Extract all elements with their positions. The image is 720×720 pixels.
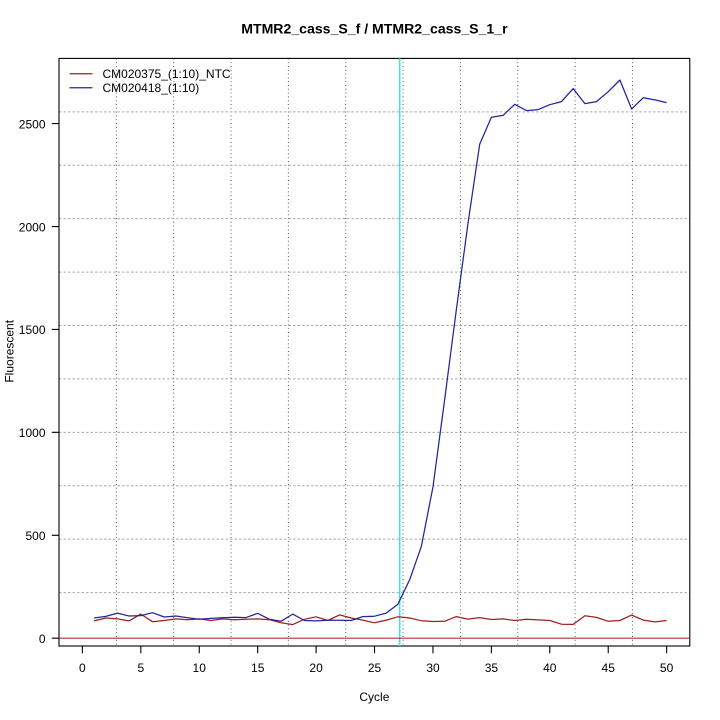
svg-text:MTMR2_cass_S_f / MTMR2_cass_S_: MTMR2_cass_S_f / MTMR2_cass_S_1_r [241,21,508,37]
svg-text:50: 50 [660,661,674,675]
svg-text:25: 25 [368,661,382,675]
svg-text:35: 35 [485,661,499,675]
svg-text:500: 500 [25,529,45,543]
svg-text:Fluorescent: Fluorescent [2,319,16,382]
svg-text:10: 10 [193,661,207,675]
svg-text:1500: 1500 [19,323,46,337]
svg-text:20: 20 [309,661,323,675]
svg-text:0: 0 [79,661,86,675]
svg-text:2000: 2000 [19,220,46,234]
svg-text:5: 5 [137,661,144,675]
svg-text:CM020418_(1:10): CM020418_(1:10) [103,81,200,95]
svg-text:0: 0 [39,632,46,646]
svg-text:Cycle: Cycle [359,690,389,704]
svg-text:2500: 2500 [19,117,46,131]
svg-text:CM020375_(1:10)_NTC: CM020375_(1:10)_NTC [103,67,231,81]
svg-text:30: 30 [426,661,440,675]
svg-text:45: 45 [602,661,616,675]
svg-text:40: 40 [543,661,557,675]
svg-text:1000: 1000 [19,426,46,440]
svg-text:15: 15 [251,661,265,675]
